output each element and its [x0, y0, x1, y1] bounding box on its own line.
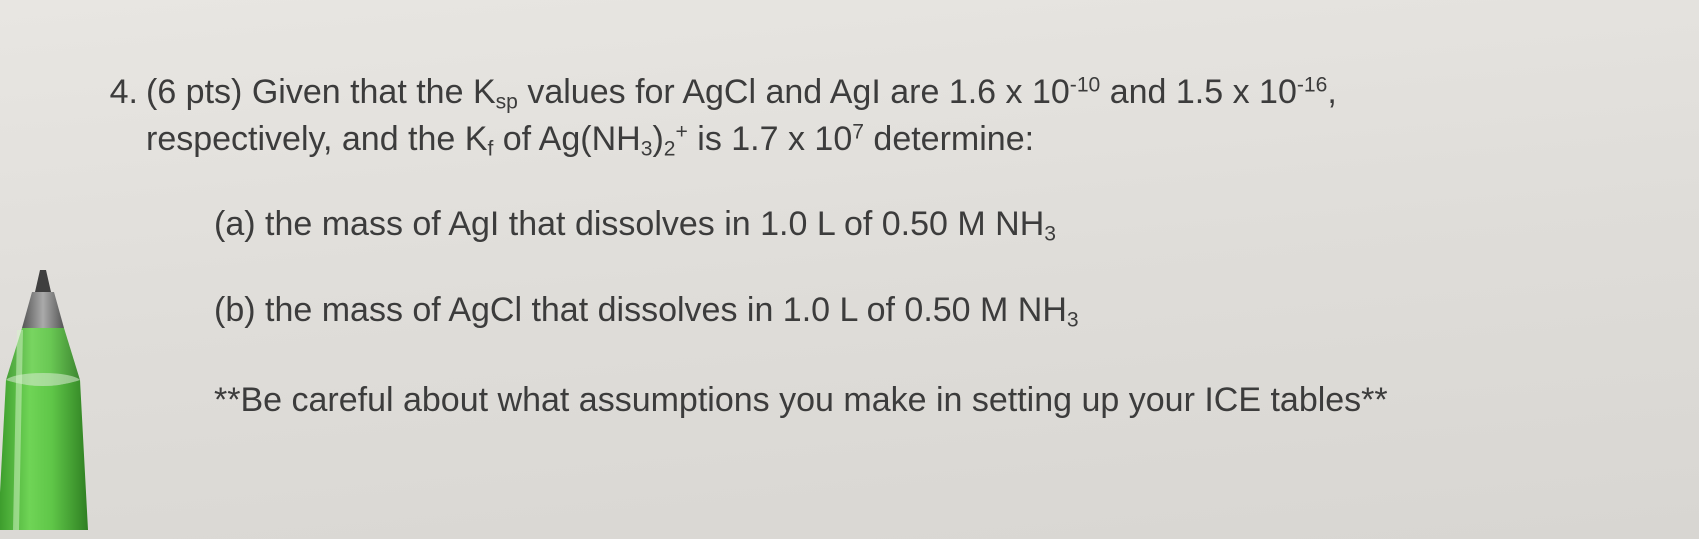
stem-text: and 1.5 x 10	[1100, 73, 1297, 111]
stem-text: is 1.7 x 10	[688, 120, 852, 158]
exponent: -10	[1070, 73, 1100, 96]
question-stem-row: 4. (6 pts) Given that the Ksp values for…	[80, 70, 1659, 117]
exponent: -16	[1297, 73, 1327, 96]
points-label: (6 pts)	[146, 73, 252, 111]
exponent: 7	[852, 120, 864, 143]
superscript-plus: +	[676, 120, 688, 143]
part-text: the mass of AgI that dissolves in 1.0 L …	[265, 205, 1044, 243]
part-a: (a) the mass of AgI that dissolves in 1.…	[214, 201, 1659, 249]
stem-text: respectively, and the K	[146, 120, 487, 158]
stem-text: )	[652, 120, 663, 158]
stem-text: determine:	[864, 120, 1034, 158]
stem-text: values for AgCl and AgI are 1.6 x 10	[518, 73, 1070, 111]
part-text: the mass of AgCl that dissolves in 1.0 L…	[265, 291, 1067, 329]
part-label: (a)	[214, 205, 265, 243]
stem-text: ,	[1327, 73, 1336, 111]
subscript-2: 2	[664, 137, 676, 160]
question-number: 4.	[80, 70, 146, 116]
question-stem-line1: (6 pts) Given that the Ksp values for Ag…	[146, 70, 1337, 117]
subscript-3: 3	[641, 137, 653, 160]
worksheet-page: 4. (6 pts) Given that the Ksp values for…	[0, 0, 1699, 539]
stem-text: Given that the K	[252, 73, 496, 111]
pen-icon	[0, 270, 110, 530]
ice-table-note: **Be careful about what assumptions you …	[214, 377, 1659, 425]
part-label: (b)	[214, 291, 265, 329]
subscript-3: 3	[1067, 308, 1079, 331]
subscript-3: 3	[1044, 223, 1056, 246]
stem-text: of Ag(NH	[493, 120, 640, 158]
part-b: (b) the mass of AgCl that dissolves in 1…	[214, 287, 1659, 335]
subscript-sp: sp	[496, 90, 518, 113]
question-stem-line2: respectively, and the Kf of Ag(NH3)2+ is…	[146, 117, 1659, 164]
